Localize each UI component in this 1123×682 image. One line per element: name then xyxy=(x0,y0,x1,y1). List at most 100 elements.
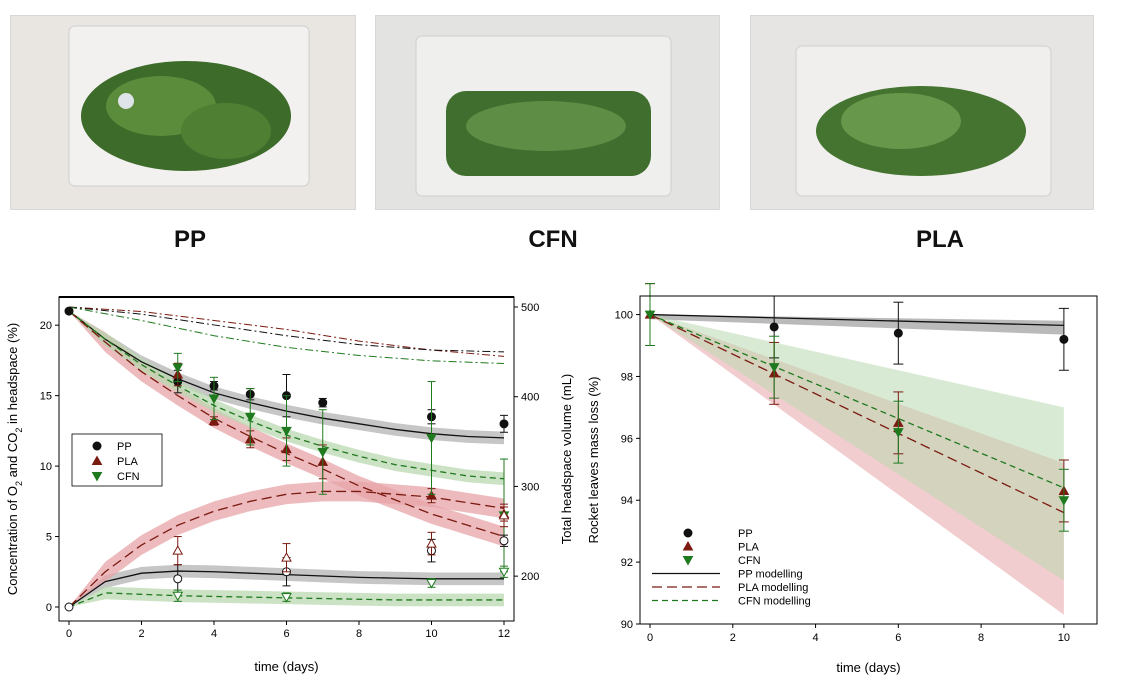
point-pla-o2 xyxy=(426,490,437,500)
y-tick-label: 96 xyxy=(621,433,633,445)
plot-frame xyxy=(639,295,1098,625)
point-pla-co2 xyxy=(426,538,437,548)
point-cfn-o2 xyxy=(426,433,437,444)
headspace-chart: 0 2 4 6 8 10 12 0 5 10 15 20 200 300 400 500 time (days)… xyxy=(5,296,574,674)
point-cfn-co2 xyxy=(426,579,437,589)
y-tick-label: 15 xyxy=(40,391,52,403)
point-pp-co2 xyxy=(499,536,509,546)
point-cfn-o2 xyxy=(172,363,184,373)
x-axis-title: time (days) xyxy=(836,660,900,675)
x-tick-label: 4 xyxy=(812,632,818,644)
point-pp-o2 xyxy=(499,419,509,429)
point-cfn-o2 xyxy=(317,448,329,458)
legend-label-cfn-modelling: CFN modelling xyxy=(738,596,811,608)
legend-marker-cfn xyxy=(91,472,103,482)
y-tick-label: 5 xyxy=(46,532,52,544)
line-pp-modelling xyxy=(649,313,1064,327)
point-pla-co2 xyxy=(172,545,184,555)
y-axis-title: Concentration of O2 and CO2 in headspace… xyxy=(5,323,24,595)
legend: PP PLA CFN xyxy=(71,433,163,487)
point-cfn xyxy=(644,310,656,321)
volume-curve-pp xyxy=(68,306,505,353)
x-tick-label: 6 xyxy=(895,632,901,644)
legend-label-cfn: CFN xyxy=(117,471,140,483)
point-pp xyxy=(769,322,779,332)
legend-box xyxy=(71,433,163,487)
y2-tick-label: 400 xyxy=(521,392,539,404)
point-cfn-co2 xyxy=(172,591,184,602)
mass-loss-chart: 0 2 4 6 8 10 90 92 94 96 98 100 time (days) Rocket le… xyxy=(586,283,1098,675)
x-tick-label: 0 xyxy=(647,632,653,644)
x-tick-label: 10 xyxy=(1058,632,1070,644)
point-pp xyxy=(893,328,903,338)
x-tick-label: 2 xyxy=(138,628,144,640)
legend-label-pla-modelling: PLA modelling xyxy=(738,582,808,594)
y-tick-label: 94 xyxy=(621,495,633,507)
legend-marker-pp xyxy=(92,441,102,451)
photo-pp-package xyxy=(10,15,356,210)
point-cfn-o2 xyxy=(208,394,220,404)
point-pp xyxy=(1059,334,1069,344)
legend-label-cfn: CFN xyxy=(738,555,761,567)
line-pla-modelling xyxy=(649,313,1065,514)
legend-label-pla: PLA xyxy=(738,542,759,554)
band-pla-o2 xyxy=(69,311,504,547)
x-tick-label: 12 xyxy=(498,628,510,640)
band-pla-modelling xyxy=(650,314,1064,615)
y-tick-label: 10 xyxy=(40,461,52,473)
photo-cfn-package xyxy=(375,15,720,210)
legend-marker-pp xyxy=(683,528,693,538)
legend-marker-cfn xyxy=(682,556,694,566)
y-axis-title-part: 2 xyxy=(14,481,24,486)
y-tick-label: 92 xyxy=(621,557,633,569)
legend-label-pp: PP xyxy=(117,441,132,453)
point-cfn xyxy=(892,428,904,438)
y-tick-label: 20 xyxy=(40,320,52,332)
x-tick-label: 0 xyxy=(66,628,72,640)
band-cfn-modelling xyxy=(650,314,1064,581)
point-pp-o2 xyxy=(64,306,74,316)
legend-label-pla: PLA xyxy=(117,456,138,468)
point-cfn-o2 xyxy=(244,412,256,423)
point-pla-o2 xyxy=(208,415,220,425)
photo-label-pla: PLA xyxy=(916,226,964,253)
x-tick-label: 6 xyxy=(283,628,289,640)
band-pp-o2 xyxy=(69,311,504,445)
line-cfn-modelling xyxy=(649,313,1065,489)
legend-label-pp-modelling: PP modelling xyxy=(738,569,803,581)
y-tick-label: 100 xyxy=(615,310,633,322)
legend-marker-pla xyxy=(682,540,694,551)
point-pp-o2 xyxy=(318,398,328,408)
y-tick-label: 98 xyxy=(621,371,633,383)
y-tick-label: 90 xyxy=(621,619,633,631)
y2-tick-label: 500 xyxy=(521,302,539,314)
x-tick-label: 8 xyxy=(978,632,984,644)
photo-pla-package xyxy=(750,15,1094,210)
y2-tick-label: 200 xyxy=(521,571,539,583)
legend-marker-pla xyxy=(91,455,103,465)
band-pp-modelling xyxy=(650,314,1064,335)
point-cfn-co2 xyxy=(498,567,510,578)
point-cfn-o2 xyxy=(281,426,292,437)
x-tick-label: 4 xyxy=(211,628,217,640)
y-axis-title-part: and CO xyxy=(5,433,20,481)
y-axis-title-part: Concentration of O xyxy=(5,486,20,595)
y-tick-label: 0 xyxy=(46,602,52,614)
point-pp-co2 xyxy=(64,602,74,612)
y-axis-title: Rocket leaves mass loss (%) xyxy=(586,377,601,544)
x-axis-title: time (days) xyxy=(254,659,318,674)
y-axis-title-part: in headspace (%) xyxy=(5,323,20,428)
point-pla-co2 xyxy=(498,509,510,520)
y-axis-title-part: 2 xyxy=(14,428,24,433)
point-pp-co2 xyxy=(173,574,183,584)
legend-label-pp: PP xyxy=(738,528,753,540)
x-tick-label: 10 xyxy=(425,628,437,640)
volume-curve-pla xyxy=(68,306,505,357)
point-cfn xyxy=(768,363,780,373)
point-pla-co2 xyxy=(281,552,292,562)
y2-axis-title: Total headspace volume (mL) xyxy=(559,374,574,545)
y2-tick-label: 300 xyxy=(521,481,539,493)
x-tick-label: 8 xyxy=(356,628,362,640)
